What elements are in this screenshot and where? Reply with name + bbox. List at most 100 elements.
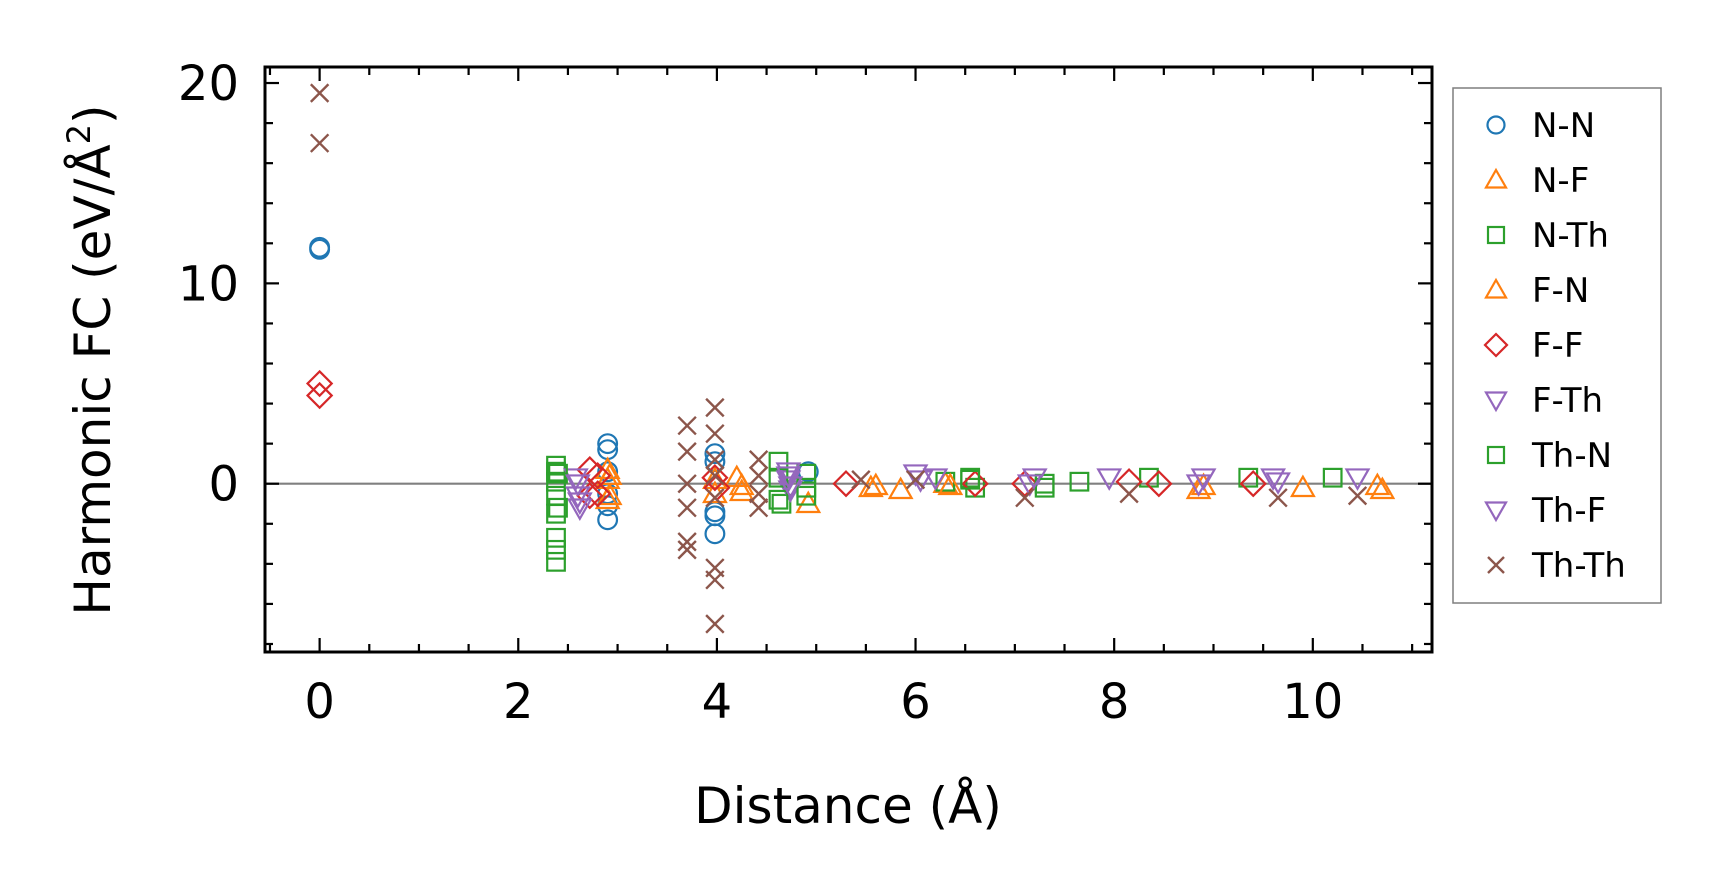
- data-point-f-th: [775, 462, 802, 485]
- data-point-f-th: [1260, 468, 1286, 491]
- legend-item-th-n: Th-N: [1486, 436, 1612, 476]
- x-axis-label: Distance (Å): [694, 777, 1002, 835]
- data-point-th-th: [748, 498, 769, 518]
- series-f-n: [596, 462, 1396, 506]
- data-point-th-n: [548, 497, 568, 518]
- y-tick-label: 10: [178, 256, 239, 312]
- legend-label-th-n: Th-N: [1531, 436, 1612, 476]
- data-point-f-th: [1190, 468, 1217, 491]
- legend-marker-f-n: [1484, 277, 1508, 299]
- data-point-n-f: [1364, 472, 1391, 496]
- data-point-f-f: [961, 470, 989, 498]
- x-tick-label: 2: [503, 674, 534, 730]
- data-point-th-th: [677, 540, 697, 560]
- data-point-f-f: [576, 456, 604, 484]
- data-point-n-n: [597, 433, 619, 455]
- data-point-th-n: [768, 489, 789, 510]
- data-point-f-f: [832, 470, 860, 498]
- data-point-f-n: [862, 472, 889, 496]
- legend-label-f-th: F-Th: [1532, 381, 1603, 421]
- legend-item-th-th: Th-Th: [1487, 546, 1626, 586]
- legend-marker-th-f: [1484, 501, 1508, 523]
- data-point-th-n: [796, 477, 817, 498]
- data-point-th-th: [309, 83, 330, 103]
- legend-item-th-f: Th-F: [1484, 491, 1606, 531]
- legend-marker-n-n: [1486, 115, 1506, 135]
- data-point-f-n: [728, 472, 755, 496]
- data-point-th-th: [705, 614, 725, 634]
- data-point-f-th: [564, 486, 591, 509]
- y-axis-label-close: ): [64, 104, 122, 124]
- data-point-f-f: [584, 480, 612, 508]
- data-point-n-th: [546, 503, 566, 524]
- data-point-th-th: [705, 488, 725, 508]
- data-point-n-th: [546, 551, 566, 572]
- series-f-th: [562, 462, 1371, 521]
- data-point-th-th: [677, 415, 697, 436]
- data-point-f-n: [596, 482, 623, 506]
- data-point-n-n: [704, 443, 726, 465]
- data-point-th-n: [960, 469, 981, 490]
- data-point-th-f: [1016, 474, 1043, 497]
- data-point-th-th: [309, 133, 330, 153]
- y-axis-label-superscript: 2: [60, 124, 98, 144]
- legend-item-n-n: N-N: [1486, 106, 1595, 146]
- data-point-f-n: [1190, 472, 1217, 496]
- legend-label-f-n: F-N: [1532, 271, 1589, 311]
- data-point-th-f: [777, 476, 804, 499]
- data-point-th-th: [748, 450, 769, 470]
- data-point-th-f: [566, 492, 593, 515]
- x-tick-label: 0: [304, 674, 335, 730]
- x-tick-label: 8: [1099, 674, 1130, 730]
- data-point-f-f: [584, 462, 612, 490]
- x-tick-label: 10: [1282, 674, 1343, 730]
- data-point-th-th: [705, 397, 725, 418]
- data-point-th-f: [1265, 472, 1291, 495]
- data-point-th-n: [548, 463, 568, 484]
- data-point-n-f: [795, 490, 822, 514]
- series-f-f: [305, 369, 1267, 510]
- legend-marker-n-th: [1486, 225, 1506, 245]
- legend-item-n-f: N-F: [1484, 161, 1589, 201]
- data-point-n-f: [857, 474, 884, 498]
- data-point-f-th: [922, 468, 949, 491]
- data-point-n-f: [728, 478, 755, 502]
- data-point-f-f: [1011, 470, 1039, 498]
- data-point-n-th: [1238, 467, 1259, 488]
- data-point-n-th: [546, 461, 566, 482]
- data-point-f-th: [1096, 468, 1123, 491]
- data-point-f-th: [566, 498, 593, 521]
- y-tick-label: 20: [178, 56, 239, 112]
- data-point-th-th: [677, 474, 697, 494]
- legend-label-n-n: N-N: [1532, 106, 1595, 146]
- data-point-f-th: [562, 468, 589, 491]
- data-point-f-f: [1145, 470, 1173, 498]
- data-point-th-th: [748, 484, 769, 504]
- data-point-n-th: [1069, 471, 1090, 492]
- data-point-f-f: [305, 381, 334, 410]
- x-tick-label: 6: [900, 674, 931, 730]
- y-axis-label: Harmonic FC (eV/Å2): [60, 104, 122, 615]
- legend-label-f-f: F-F: [1532, 326, 1583, 366]
- data-point-n-n: [597, 461, 619, 483]
- data-point-n-th: [546, 539, 566, 560]
- legend: N-N N-F N-Th F-N F-F F-Th Th-N Th-F Th-Th: [1452, 87, 1662, 604]
- legend-item-n-th: N-Th: [1486, 216, 1609, 256]
- data-point-f-n: [1369, 476, 1396, 500]
- data-point-th-th: [1347, 486, 1368, 506]
- data-point-th-th: [1119, 484, 1139, 504]
- data-point-th-n: [1034, 477, 1055, 498]
- data-point-n-f: [1289, 474, 1316, 498]
- legend-label-n-f: N-F: [1532, 161, 1589, 201]
- data-point-th-th: [705, 466, 725, 486]
- y-tick-label: 0: [208, 457, 239, 513]
- data-point-th-th: [905, 470, 926, 490]
- legend-item-f-th: F-Th: [1484, 381, 1603, 421]
- y-axis-label-main: Harmonic FC (eV/Å: [64, 144, 122, 615]
- data-point-n-f: [887, 476, 914, 500]
- data-point-f-n: [937, 472, 964, 496]
- series-th-f: [564, 466, 1291, 515]
- data-point-th-th: [1015, 488, 1035, 508]
- data-point-th-th: [677, 532, 697, 552]
